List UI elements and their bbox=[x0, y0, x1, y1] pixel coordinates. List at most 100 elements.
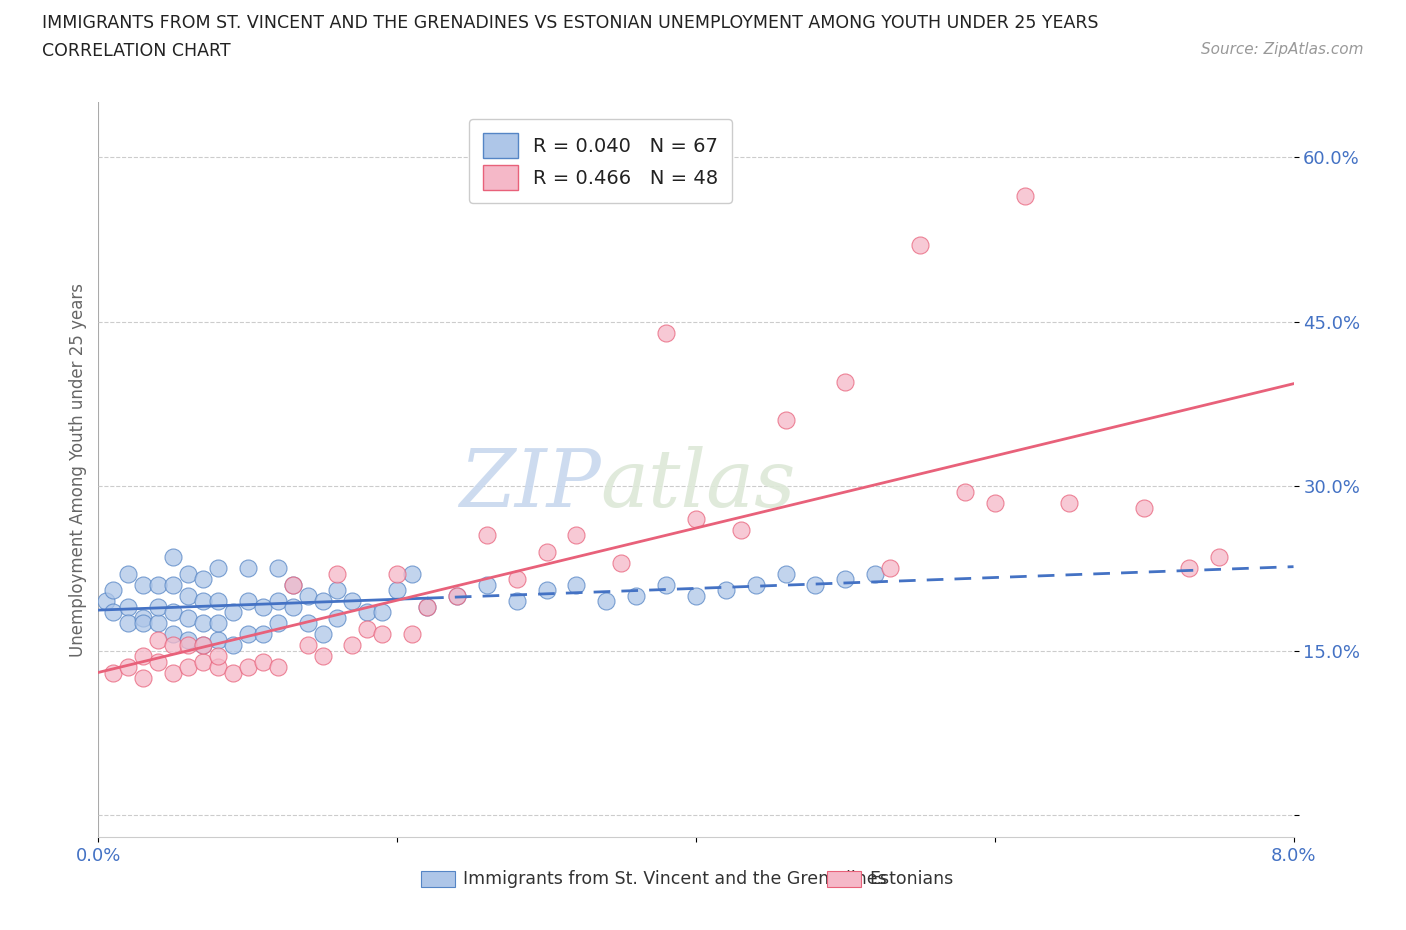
Point bbox=[326, 610, 349, 625]
Point bbox=[236, 627, 259, 642]
Point bbox=[177, 610, 200, 625]
Point bbox=[191, 616, 214, 631]
Point bbox=[953, 485, 976, 499]
Point bbox=[834, 375, 856, 390]
Point bbox=[984, 495, 1007, 510]
Point bbox=[191, 638, 214, 653]
Point bbox=[162, 627, 184, 642]
Point bbox=[191, 638, 214, 653]
Point bbox=[685, 512, 707, 526]
Point bbox=[132, 616, 155, 631]
Point bbox=[252, 627, 274, 642]
Point bbox=[311, 593, 333, 608]
Point bbox=[1014, 188, 1036, 203]
Point bbox=[311, 648, 333, 663]
Point bbox=[207, 561, 229, 576]
Point bbox=[311, 627, 333, 642]
Point bbox=[177, 659, 200, 674]
Point bbox=[804, 578, 827, 592]
Point bbox=[356, 604, 378, 619]
Point bbox=[281, 578, 304, 592]
Point bbox=[506, 572, 529, 587]
Text: Source: ZipAtlas.com: Source: ZipAtlas.com bbox=[1201, 42, 1364, 57]
Point bbox=[148, 578, 170, 592]
Point bbox=[162, 578, 184, 592]
Point bbox=[281, 578, 304, 592]
Point bbox=[162, 665, 184, 680]
Text: CORRELATION CHART: CORRELATION CHART bbox=[42, 42, 231, 60]
Point bbox=[191, 593, 214, 608]
Point bbox=[207, 593, 229, 608]
Point bbox=[595, 593, 617, 608]
Text: atlas: atlas bbox=[600, 445, 796, 523]
Point bbox=[103, 604, 125, 619]
Point bbox=[536, 544, 558, 559]
Point bbox=[371, 604, 394, 619]
Point bbox=[1059, 495, 1081, 510]
Point bbox=[416, 599, 439, 614]
Point bbox=[222, 638, 245, 653]
Point bbox=[879, 561, 901, 576]
Point bbox=[281, 599, 304, 614]
Point bbox=[177, 638, 200, 653]
Point bbox=[326, 583, 349, 598]
Point bbox=[148, 654, 170, 669]
Text: ZIP: ZIP bbox=[458, 445, 600, 523]
Point bbox=[132, 648, 155, 663]
Point bbox=[506, 593, 529, 608]
Point bbox=[475, 578, 498, 592]
FancyBboxPatch shape bbox=[827, 870, 860, 887]
Y-axis label: Unemployment Among Youth under 25 years: Unemployment Among Youth under 25 years bbox=[69, 283, 87, 657]
Point bbox=[148, 616, 170, 631]
Point bbox=[177, 632, 200, 647]
Point bbox=[1133, 500, 1156, 515]
Point bbox=[356, 621, 378, 636]
Point bbox=[162, 604, 184, 619]
Point bbox=[267, 616, 290, 631]
Point bbox=[371, 627, 394, 642]
Point bbox=[685, 589, 707, 604]
Point bbox=[252, 599, 274, 614]
Point bbox=[267, 593, 290, 608]
Point bbox=[252, 654, 274, 669]
Point bbox=[94, 593, 117, 608]
Point bbox=[342, 593, 364, 608]
Point bbox=[236, 593, 259, 608]
Point bbox=[775, 566, 797, 581]
Point bbox=[117, 616, 139, 631]
Point bbox=[207, 616, 229, 631]
Point bbox=[222, 665, 245, 680]
Point bbox=[655, 326, 678, 340]
Point bbox=[117, 599, 139, 614]
Point bbox=[1208, 550, 1230, 565]
Point bbox=[565, 528, 588, 543]
Point bbox=[865, 566, 887, 581]
Point bbox=[297, 638, 319, 653]
Point bbox=[908, 237, 931, 252]
FancyBboxPatch shape bbox=[422, 870, 454, 887]
Point bbox=[834, 572, 856, 587]
Legend: R = 0.040   N = 67, R = 0.466   N = 48: R = 0.040 N = 67, R = 0.466 N = 48 bbox=[470, 119, 731, 204]
Point bbox=[267, 561, 290, 576]
Point bbox=[191, 654, 214, 669]
Point bbox=[103, 665, 125, 680]
Point bbox=[1178, 561, 1201, 576]
Point bbox=[236, 561, 259, 576]
Point bbox=[236, 659, 259, 674]
Point bbox=[401, 566, 423, 581]
Point bbox=[655, 578, 678, 592]
Point bbox=[385, 566, 409, 581]
Point bbox=[342, 638, 364, 653]
Point bbox=[207, 632, 229, 647]
Point bbox=[714, 583, 737, 598]
Point bbox=[177, 589, 200, 604]
Point bbox=[132, 578, 155, 592]
Point bbox=[475, 528, 498, 543]
Point bbox=[132, 671, 155, 685]
Point bbox=[103, 583, 125, 598]
Point bbox=[222, 604, 245, 619]
Point bbox=[626, 589, 648, 604]
Point bbox=[385, 583, 409, 598]
Text: IMMIGRANTS FROM ST. VINCENT AND THE GRENADINES VS ESTONIAN UNEMPLOYMENT AMONG YO: IMMIGRANTS FROM ST. VINCENT AND THE GREN… bbox=[42, 14, 1098, 32]
Point bbox=[610, 555, 633, 570]
